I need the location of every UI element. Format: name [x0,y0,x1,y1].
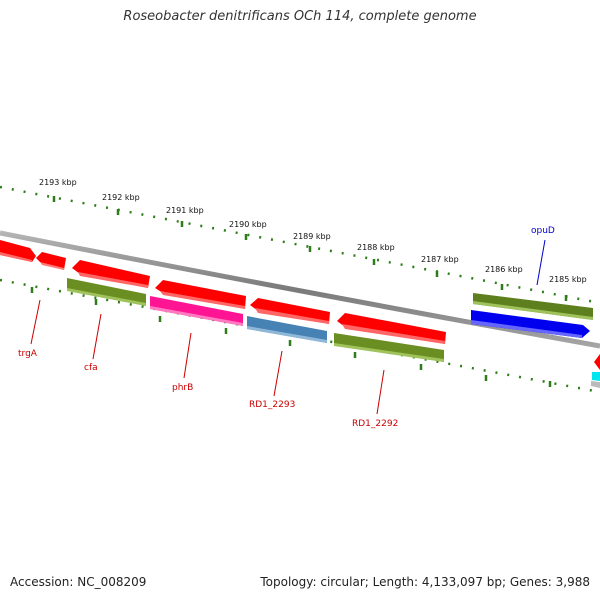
reverse-strand [67,278,600,388]
gene-feature[interactable] [471,310,590,338]
leader-rd1-2292 [376,369,385,415]
map-title: Roseobacter denitrificans OCh 114, compl… [123,9,477,24]
gene-label-cfa[interactable]: cfa [84,363,98,373]
gene-feature-rd1-2293[interactable] [247,316,327,343]
ruler-label: 2193 kbp [39,178,77,187]
gene-label-phrb[interactable]: phrB [172,383,193,393]
gene-feature[interactable] [591,372,600,388]
gene-label-rd1-2293[interactable]: RD1_2293 [249,400,295,410]
ruler-label: 2191 kbp [166,206,204,215]
leader-opud [536,239,546,286]
outer-major-ticks [52,196,568,301]
gene-label-rd1-2292[interactable]: RD1_2292 [352,419,398,429]
forward-strand [0,240,600,370]
ruler-label: 2190 kbp [229,220,267,229]
ruler-label: 2192 kbp [102,193,140,202]
ruler-label: 2189 kbp [293,232,331,241]
inner-major-ticks [30,287,552,387]
gene-feature[interactable] [72,260,150,288]
gene-label-opud[interactable]: opuD [531,226,555,236]
gene-feature[interactable] [337,313,446,344]
genome-backbone [0,230,600,349]
genome-stats-text: Topology: circular; Length: 4,133,097 bp… [260,575,590,589]
gene-feature[interactable] [155,280,246,309]
ruler-label: 2185 kbp [549,275,587,284]
gene-feature-opud[interactable] [473,293,593,320]
leader-rd1-2293 [273,350,283,397]
ruler-label: 2188 kbp [357,243,395,252]
gene-feature[interactable] [594,354,600,370]
gene-feature-cfa[interactable] [67,278,146,306]
leader-cfa [92,313,102,360]
gene-feature[interactable] [36,252,66,270]
leader-trga [30,299,41,345]
gene-feature[interactable] [0,240,36,262]
ruler-label: 2187 kbp [421,255,459,264]
gene-feature-rd1-2292[interactable] [334,333,444,362]
gene-feature-phrb[interactable] [150,296,243,326]
leader-phrb [183,332,192,379]
gene-feature[interactable] [250,298,330,324]
ruler-label: 2186 kbp [485,265,523,274]
gene-labels: trgA cfa phrB RD1_2293 RD1_2292 opuD [18,226,555,429]
ruler-labels: 2193 kbp 2192 kbp 2191 kbp 2190 kbp 2189… [39,178,587,284]
accession-text: Accession: NC_008209 [10,575,147,589]
gene-label-trga[interactable]: trgA [18,349,38,359]
label-leaders [30,239,546,415]
